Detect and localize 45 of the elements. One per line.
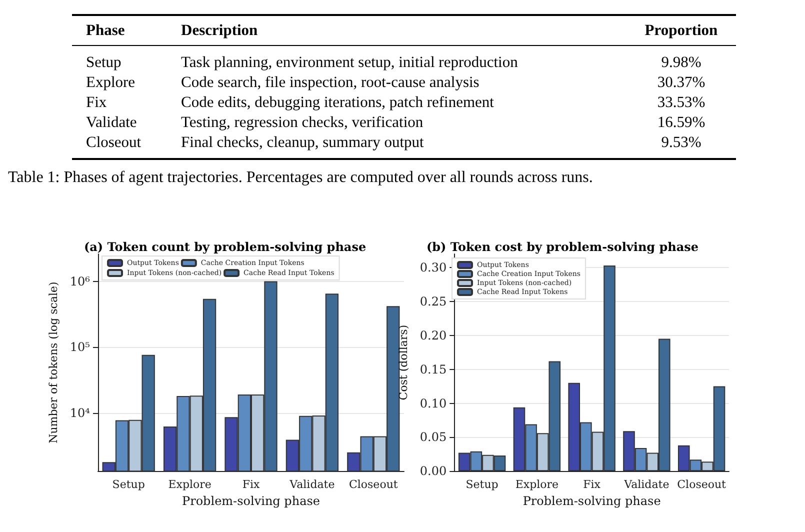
y-tick-label: 0.00: [420, 464, 447, 478]
text: 9.53%: [661, 134, 702, 151]
chart-title: (a) Token count by problem-solving phase: [84, 240, 366, 254]
text: Table 1: Phases of agent trajectories. Percentages are computed over all rounds across runs.: [8, 168, 594, 188]
x-tick-label: Closeout: [677, 478, 727, 492]
text: Code search, file inspection, root-cause analysis: [180, 73, 480, 93]
text: Final checks, cleanup, summary output: [167, 133, 618, 159]
x-tick-label: Fix: [242, 478, 260, 492]
category-label: Fix: [85, 93, 108, 113]
x-tick-label: Setup: [112, 478, 145, 492]
text: 33.53%: [657, 94, 706, 111]
y-axis-title: Cost (dollars): [397, 324, 410, 400]
y-tick-label: 0.20: [420, 328, 447, 342]
text: Phase: [72, 15, 168, 46]
y-tick-label: 0.25: [420, 294, 447, 308]
text: 16.59%: [657, 114, 706, 131]
y-axis-title: Number of tokens (log scale): [47, 282, 60, 444]
category-label: Validate: [85, 113, 138, 133]
x-tick-label: Closeout: [348, 478, 398, 492]
text: Code edits, debugging iterations, patch refinement: [180, 93, 495, 113]
y-tick-label: 0.05: [420, 430, 447, 444]
x-tick-label: Validate: [623, 478, 670, 492]
y-tick-label: 0.15: [420, 362, 447, 376]
chart-title: (b) Token cost by problem-solving phase: [426, 240, 699, 254]
text: Testing, regression checks, verification: [180, 113, 424, 133]
category-label: Explore: [85, 73, 136, 93]
x-axis-title: Problem-solving phase: [522, 494, 661, 508]
x-tick-label: Validate: [288, 478, 335, 492]
x-tick-label: Explore: [515, 478, 559, 492]
x-tick-label: Explore: [168, 478, 212, 492]
category-label: Closeout: [72, 133, 168, 159]
y-tick-label: 0.10: [420, 396, 447, 410]
y-tick-label: 0.30: [420, 260, 447, 275]
y-tick-label: 10⁵: [70, 340, 90, 354]
category-label: Setup: [85, 53, 122, 73]
y-tick-label: 10⁶: [70, 274, 90, 288]
text: Proportion: [618, 15, 736, 46]
text: 9.98%: [661, 54, 702, 71]
x-axis-title: Problem-solving phase: [182, 494, 320, 508]
text: Task planning, environment setup, initial reproduction: [180, 53, 519, 73]
y-tick-label: 10⁴: [70, 406, 90, 420]
text: 30.37%: [657, 74, 706, 91]
x-tick-label: Fix: [583, 478, 602, 492]
x-tick-label: Setup: [466, 478, 498, 492]
text: Description: [167, 15, 618, 46]
